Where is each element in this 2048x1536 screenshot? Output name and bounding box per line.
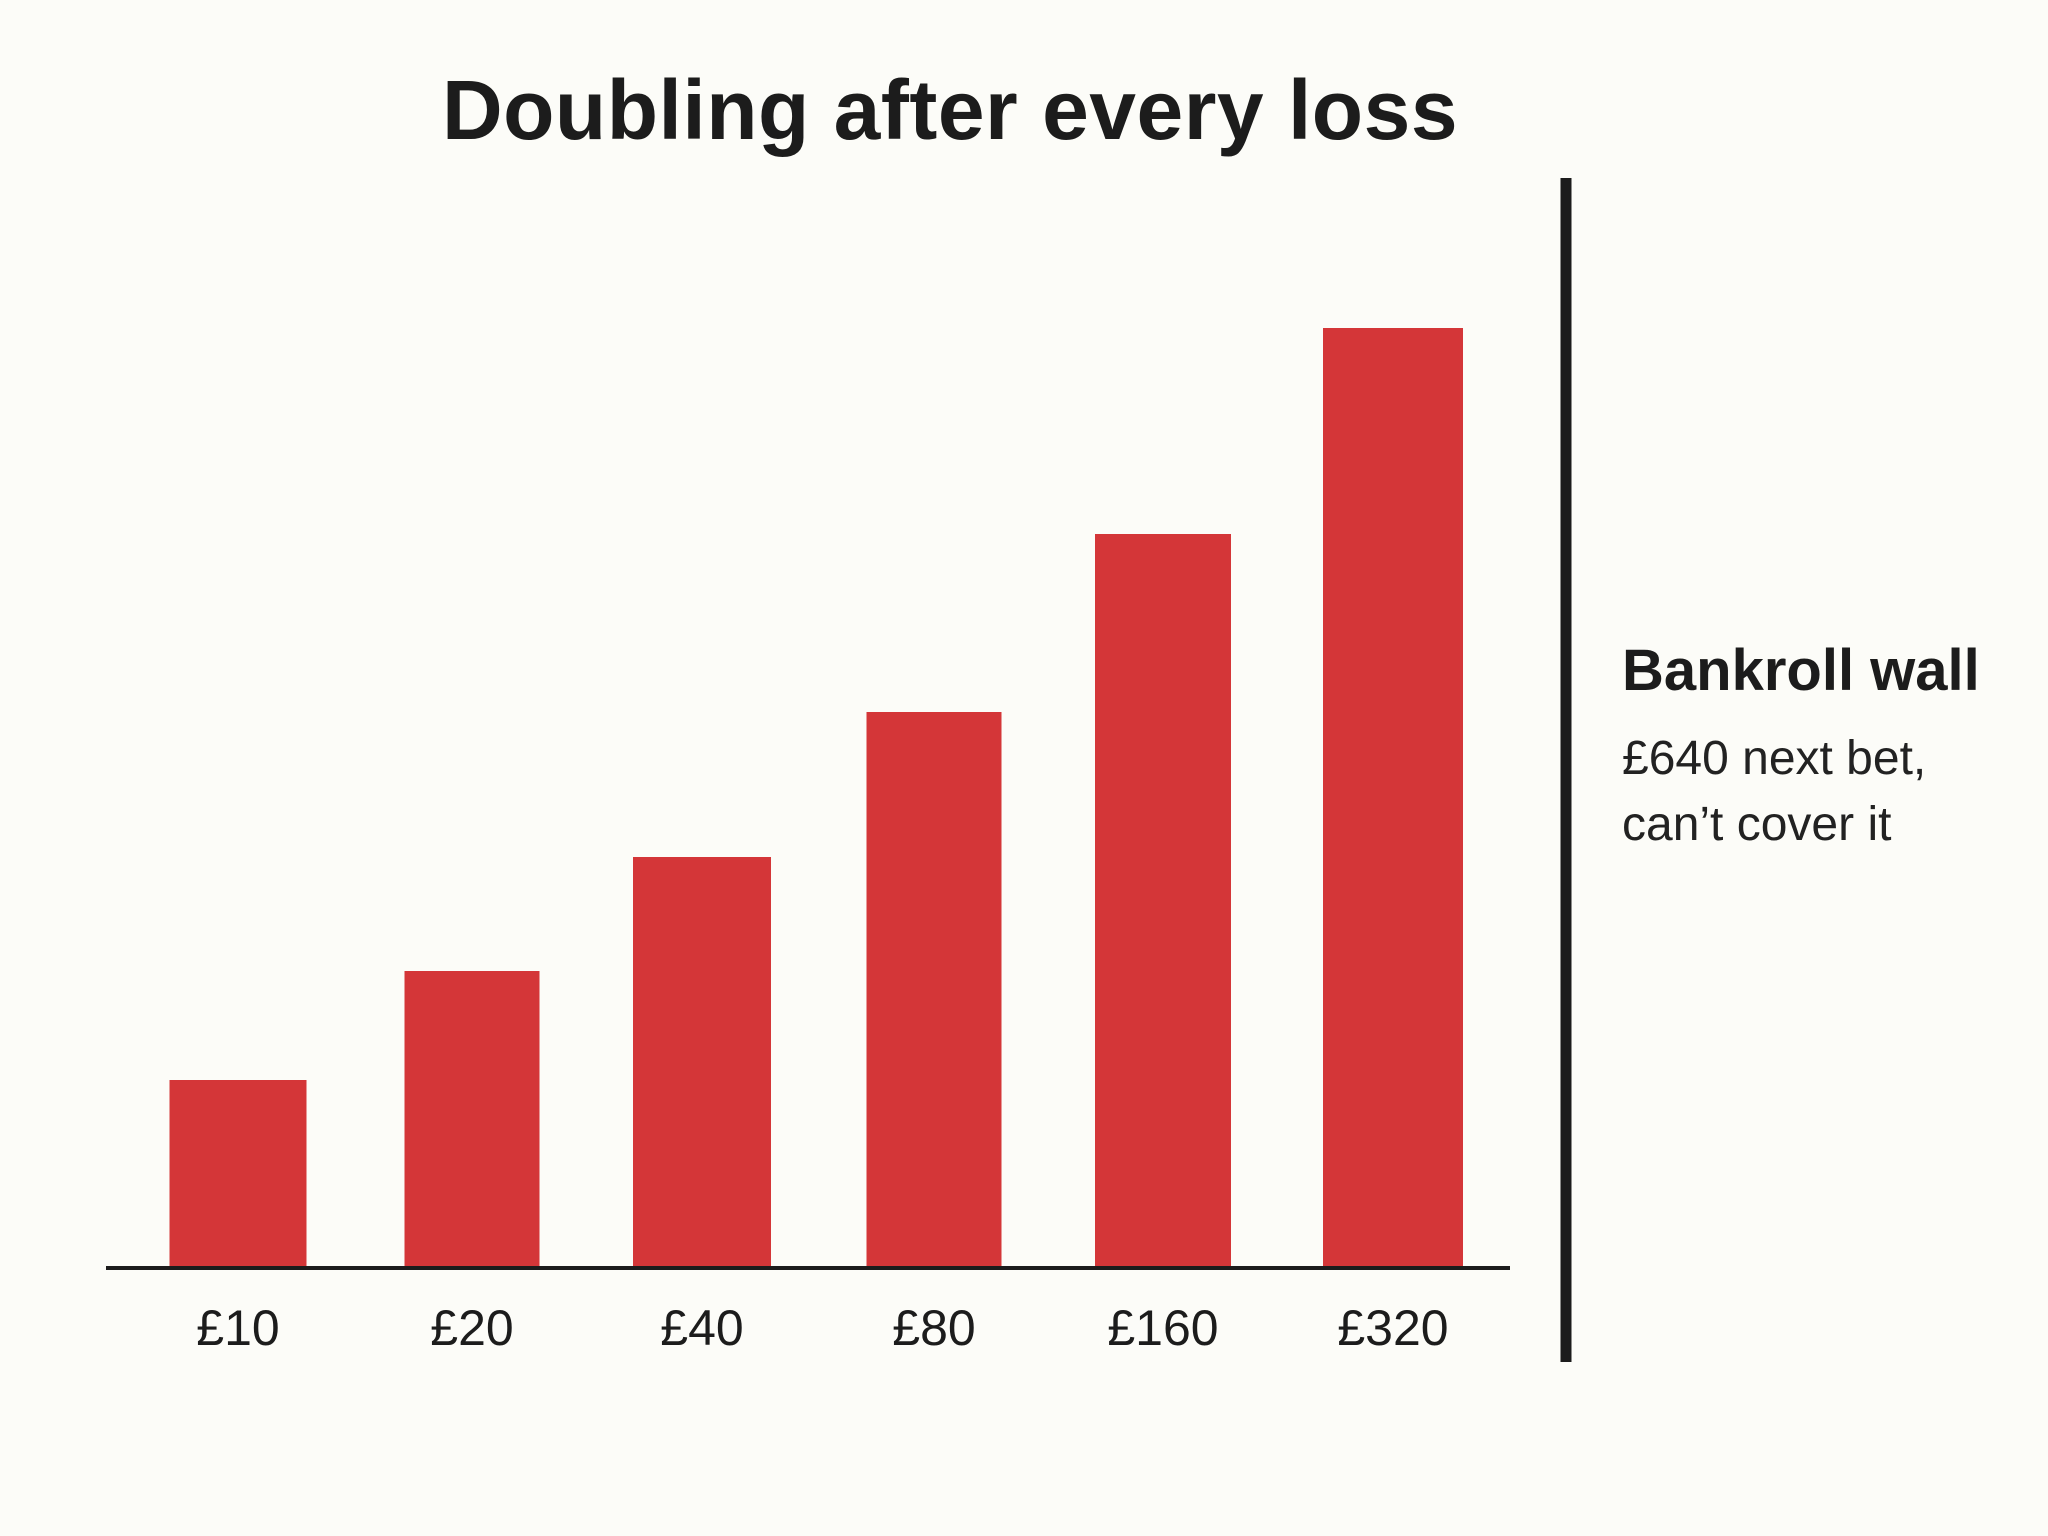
bar-gbp-80 [866, 712, 1002, 1266]
annotation-line-1: £640 next bet, [1622, 732, 1927, 785]
bar-gbp-20 [404, 971, 540, 1266]
x-tick-label: £320 [1337, 1300, 1448, 1356]
bar-gbp-160 [1095, 534, 1231, 1266]
bar-gbp-40 [633, 857, 771, 1266]
annotation-title: Bankroll wall [1622, 638, 1980, 703]
bar-gbp-10 [169, 1080, 307, 1266]
x-tick-label: £10 [196, 1300, 279, 1356]
tick-labels-group: £10 £20 £40 £80 £160 £320 [196, 1300, 1448, 1356]
chart-title: Doubling after every loss [441, 63, 1459, 157]
bankroll-wall-annotation: Bankroll wall £640 next bet, can’t cover… [1622, 634, 2022, 858]
bars-group [169, 328, 1463, 1266]
x-tick-label: £20 [430, 1300, 513, 1356]
x-tick-label: £160 [1107, 1300, 1218, 1356]
annotation-line-2: can’t cover it [1622, 798, 1892, 851]
x-tick-label: £80 [892, 1300, 975, 1356]
bar-gbp-320 [1323, 328, 1463, 1266]
x-tick-label: £40 [660, 1300, 743, 1356]
